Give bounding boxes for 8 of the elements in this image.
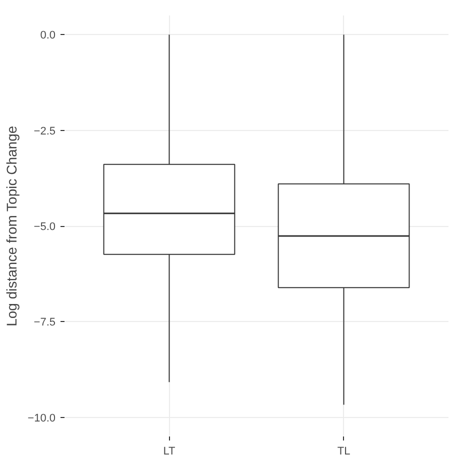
y-tick-label: −7.5 xyxy=(34,316,56,329)
y-tick-label: 0.0 xyxy=(40,30,56,42)
x-tick-label: TL xyxy=(337,446,350,458)
y-tick-label: −5.0 xyxy=(34,221,56,233)
y-axis-title: Log distance from Topic Change xyxy=(4,126,20,326)
y-tick-label: −10.0 xyxy=(28,412,56,424)
x-tick-label: LT xyxy=(163,446,176,458)
y-tick-label: −2.5 xyxy=(34,125,56,138)
